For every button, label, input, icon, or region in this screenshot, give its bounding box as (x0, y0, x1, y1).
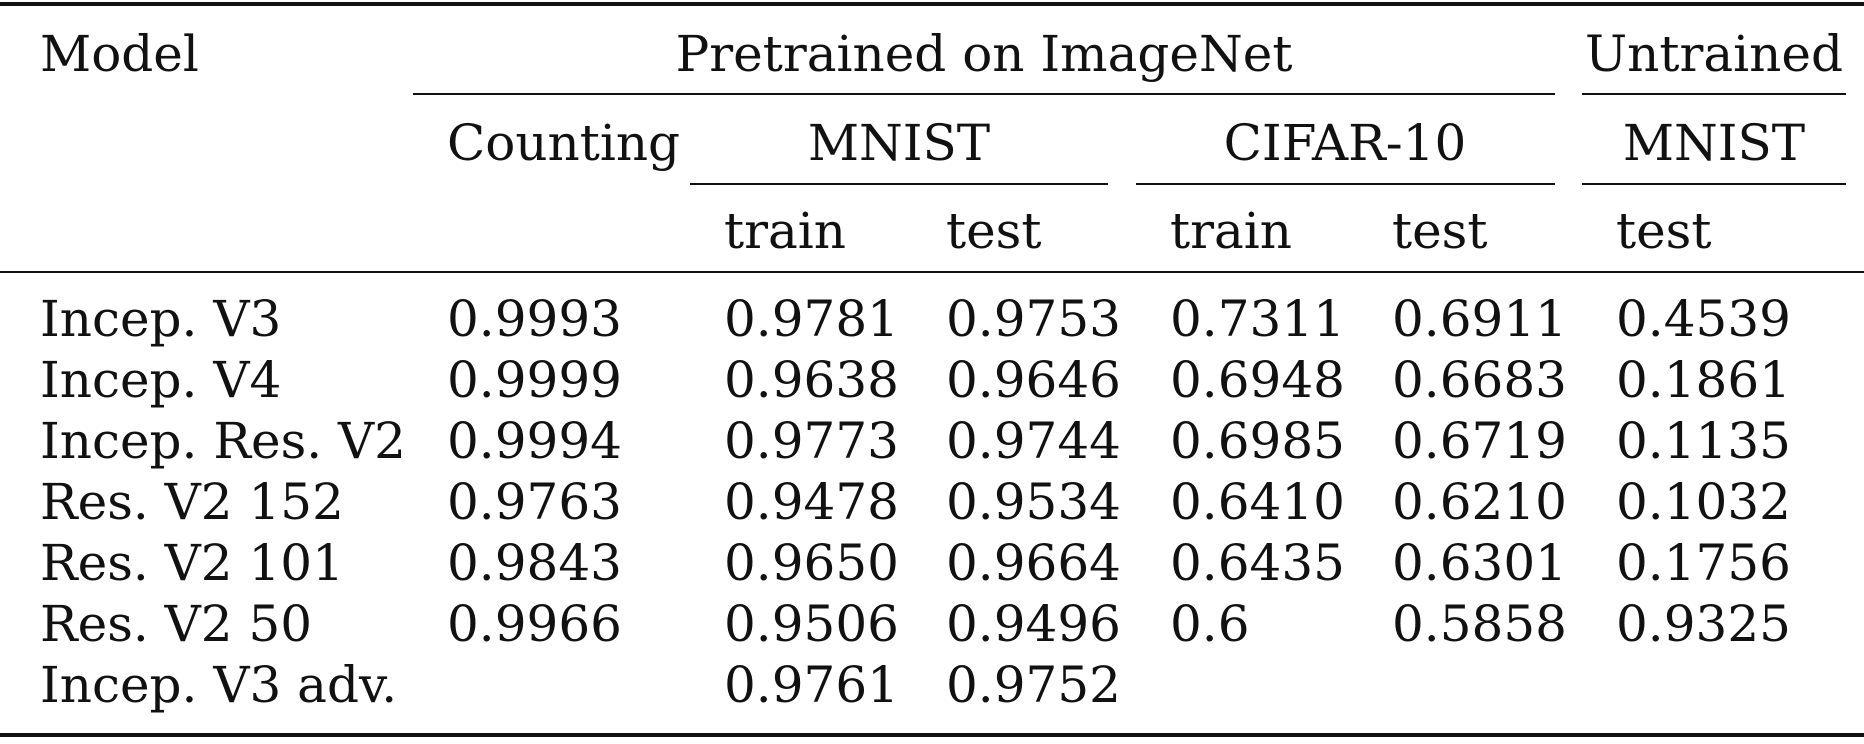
row-cifar-test: 0.6301 (1392, 534, 1567, 592)
top-rule (0, 2, 1864, 6)
row-cifar-test: 0.6719 (1392, 412, 1567, 470)
untrained-group-underline (1582, 93, 1846, 95)
row-cifar-train: 0.6948 (1170, 351, 1345, 409)
row-cifar-test: 0.6911 (1392, 290, 1567, 348)
header-untrained-mnist: MNIST (1622, 114, 1806, 172)
row-mnist-train: 0.9638 (724, 351, 899, 409)
bottom-rule (0, 733, 1864, 737)
row-model: Incep. V3 adv. (40, 656, 398, 714)
header-body-rule (0, 271, 1864, 273)
row-untrained-test: 0.1861 (1616, 351, 1791, 409)
row-mnist-train: 0.9478 (724, 473, 899, 531)
row-counting: 0.9993 (447, 290, 622, 348)
row-mnist-train: 0.9781 (724, 290, 899, 348)
row-mnist-test: 0.9664 (946, 534, 1121, 592)
row-cifar-train: 0.6435 (1170, 534, 1345, 592)
row-cifar-train: 0.6410 (1170, 473, 1345, 531)
header-mnist-train: train (724, 202, 846, 260)
header-mnist-test: test (946, 202, 1042, 260)
row-mnist-train: 0.9773 (724, 412, 899, 470)
header-untrained-group: Untrained (1585, 25, 1843, 83)
row-mnist-test: 0.9744 (946, 412, 1121, 470)
row-mnist-test: 0.9534 (946, 473, 1121, 531)
header-cifar-train: train (1170, 202, 1292, 260)
row-model: Incep. V3 (40, 290, 282, 348)
row-counting: 0.9999 (447, 351, 622, 409)
row-untrained-test: 0.9325 (1616, 595, 1791, 653)
row-cifar-test: 0.5858 (1392, 595, 1567, 653)
row-untrained-test: 0.1135 (1616, 412, 1791, 470)
row-counting: 0.9966 (447, 595, 622, 653)
row-untrained-test: 0.4539 (1616, 290, 1791, 348)
row-mnist-train: 0.9761 (724, 656, 899, 714)
row-mnist-test: 0.9496 (946, 595, 1121, 653)
header-cifar-test: test (1392, 202, 1488, 260)
row-cifar-train: 0.7311 (1170, 290, 1345, 348)
untrained-mnist-underline (1582, 183, 1846, 185)
row-mnist-train: 0.9650 (724, 534, 899, 592)
row-mnist-train: 0.9506 (724, 595, 899, 653)
header-counting: Counting (447, 114, 681, 172)
row-untrained-test: 0.1756 (1616, 534, 1791, 592)
header-model: Model (40, 25, 199, 83)
header-untrained-test: test (1616, 202, 1712, 260)
header-cifar10: CIFAR-10 (1223, 114, 1467, 172)
pretrained-group-underline (413, 93, 1555, 95)
row-counting: 0.9843 (447, 534, 622, 592)
mnist-underline (690, 183, 1108, 185)
row-untrained-test: 0.1032 (1616, 473, 1791, 531)
row-model: Res. V2 50 (40, 595, 313, 653)
row-model: Res. V2 152 (40, 473, 344, 531)
row-model: Incep. V4 (40, 351, 282, 409)
row-mnist-test: 0.9752 (946, 656, 1121, 714)
row-model: Incep. Res. V2 (40, 412, 406, 470)
header-mnist: MNIST (807, 114, 991, 172)
row-counting: 0.9994 (447, 412, 622, 470)
cifar-underline (1136, 183, 1555, 185)
row-cifar-test: 0.6683 (1392, 351, 1567, 409)
row-mnist-test: 0.9646 (946, 351, 1121, 409)
row-cifar-train: 0.6985 (1170, 412, 1345, 470)
row-model: Res. V2 101 (40, 534, 344, 592)
row-cifar-train: 0.6 (1170, 595, 1250, 653)
row-cifar-test: 0.6210 (1392, 473, 1567, 531)
header-pretrained-group: Pretrained on ImageNet (675, 25, 1293, 83)
row-mnist-test: 0.9753 (946, 290, 1121, 348)
row-counting: 0.9763 (447, 473, 622, 531)
